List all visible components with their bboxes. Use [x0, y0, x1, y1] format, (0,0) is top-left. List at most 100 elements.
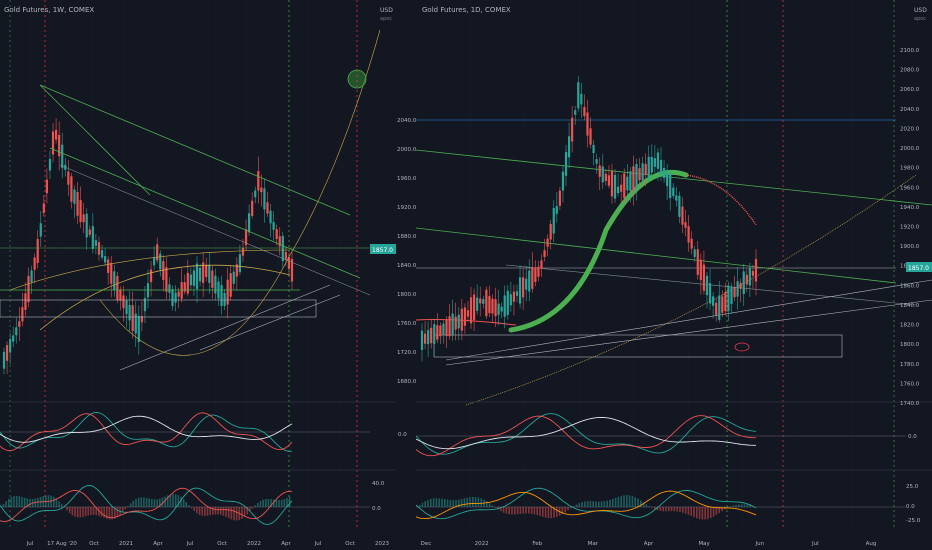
left-osc1-line: [0, 412, 293, 452]
right-candle-body: [666, 172, 669, 187]
right-osc2-bar: [623, 495, 625, 507]
left-osc2-line: [0, 487, 293, 523]
left-candle-body: [205, 264, 208, 278]
right-symbol-title: Gold Futures, 1D, COMEX: [422, 6, 511, 14]
left-osc2-bar: [270, 499, 272, 507]
left-osc2-bar: [198, 507, 201, 515]
right-osc2-bar: [648, 506, 650, 507]
left-osc2-bar: [13, 496, 15, 507]
right-time-tick: Apr: [644, 541, 654, 547]
left-osc2-bar: [87, 507, 90, 516]
left-candle-body: [180, 282, 183, 299]
left-osc2-bar: [272, 499, 275, 507]
right-candle-body: [494, 299, 497, 317]
right-candle-body: [702, 264, 706, 291]
right-candle-body: [708, 283, 712, 304]
left-candle-body: [15, 327, 18, 336]
left-osc2-bar: [209, 507, 211, 516]
left-osc2-bar: [265, 498, 267, 507]
left-chart-pane[interactable]: 2160.02120.02080.02040.02000.01960.01920…: [0, 0, 396, 550]
right-unit-label: USD: [914, 7, 927, 14]
right-candle-body: [577, 82, 580, 109]
right-osc2-bar: [665, 507, 667, 512]
left-osc2-bar: [193, 507, 196, 511]
right-osc2-bar: [704, 507, 706, 520]
right-candle-body: [561, 171, 565, 191]
right-osc2-bar: [684, 507, 687, 514]
right-candle-body: [451, 313, 454, 336]
left-candle-body: [281, 235, 284, 262]
right-candle-body: [662, 168, 666, 179]
left-osc1-line: [0, 412, 293, 452]
left-osc2-bar: [111, 507, 113, 520]
right-osc2-bar: [687, 507, 690, 515]
left-candle-body: [275, 229, 278, 240]
left-symbol-title: Gold Futures, 1W, COMEX: [4, 6, 95, 14]
right-candle-body: [439, 325, 442, 337]
left-oscillator-1: [0, 412, 370, 452]
left-osc2-bar: [235, 507, 238, 521]
left-osc2-bar: [190, 507, 193, 509]
right-candle-body: [626, 176, 629, 191]
right-time-tick: Mar: [588, 541, 599, 547]
right-osc2-bar: [626, 495, 628, 507]
left-osc2-bar: [2, 503, 5, 507]
right-candle-body: [525, 278, 528, 290]
right-candle-body: [669, 173, 672, 199]
right-candle-body: [583, 106, 586, 117]
right-osc2-bar: [726, 507, 729, 508]
right-osc2-bar: [659, 507, 662, 511]
right-osc2-bar: [712, 507, 715, 517]
right-chart-pane[interactable]: 2100.0 2080.0 2060.0 2040.0 2020.0 2000.0 1980…: [416, 0, 932, 550]
right-candle-body: [457, 314, 460, 329]
left-osc2-bar: [286, 497, 288, 507]
right-candle-body: [647, 156, 650, 178]
left-candle-body: [177, 291, 180, 297]
right-candle-body: [534, 267, 537, 282]
right-candle-body: [445, 319, 448, 337]
right-price-tick: 1860.0: [900, 283, 920, 289]
left-candle-body: [290, 259, 294, 282]
left-candle-body: [257, 171, 260, 191]
mid-price-tick: 1760.0: [397, 321, 416, 327]
right-candle-body: [469, 297, 473, 324]
left-osc2-bar: [124, 507, 127, 510]
left-osc2-bar: [201, 507, 203, 516]
left-osc2-bar: [95, 507, 97, 516]
right-osc2-bar: [477, 497, 480, 507]
left-osc2-bar: [206, 507, 209, 516]
right-osc2-bar: [729, 506, 732, 507]
left-time-tick: Apr: [153, 541, 163, 547]
left-candle-body: [122, 295, 125, 309]
left-osc2-bar: [196, 507, 198, 514]
right-osc2-bar: [651, 507, 653, 508]
left-candle-body: [244, 229, 248, 246]
right-candle-body: [650, 156, 653, 173]
right-osc2-bar: [530, 507, 533, 514]
left-candle-body: [174, 292, 177, 303]
right-price-tick: 1940.0: [900, 205, 920, 211]
left-osc2-bar: [66, 507, 68, 511]
right-osc2-bar: [547, 507, 550, 518]
right-osc2-bar: [595, 501, 597, 507]
right-osc2-bar: [656, 507, 659, 511]
right-candle-body: [497, 303, 500, 315]
mid-price-tick: 1800.0: [397, 292, 416, 298]
right-osc2-bar: [606, 500, 608, 507]
left-osc2-bar: [227, 507, 230, 519]
right-candle-body: [659, 160, 663, 174]
right-osc2-bar: [539, 507, 541, 517]
left-osc2-bar: [60, 504, 63, 507]
right-candle-body: [653, 158, 656, 167]
left-candle-body: [143, 298, 147, 312]
left-candle-body: [156, 244, 159, 261]
left-osc2-bar: [174, 494, 177, 507]
left-candle-body: [125, 300, 128, 315]
right-osc1-tick: 0.0: [908, 434, 917, 440]
right-candle-body: [641, 163, 644, 181]
right-osc2-line: [416, 487, 757, 520]
right-osc2-bar: [466, 497, 468, 507]
right-osc2-bar: [676, 507, 678, 512]
left-candle-body: [162, 260, 165, 280]
right-candle-body: [546, 238, 549, 247]
